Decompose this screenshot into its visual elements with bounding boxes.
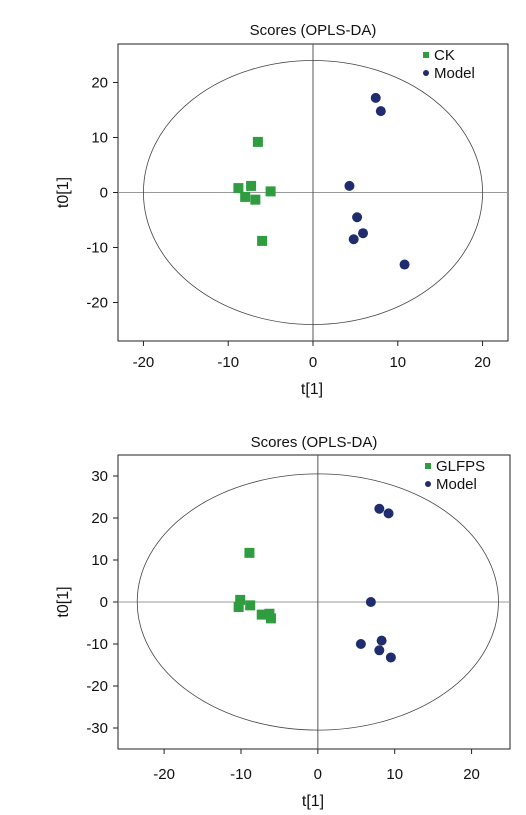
y-tick-label: 0 [100,594,108,611]
data-point-circle [358,228,369,239]
x-tick-label: 10 [386,766,403,783]
y-tick-label: -10 [86,240,108,257]
data-point-circle [344,180,355,191]
x-tick-label: -10 [217,354,239,371]
data-point-circle [376,635,387,646]
x-tick-label: -20 [133,354,155,371]
legend-label: GLFPS [436,458,485,475]
legend-label: Model [436,476,477,493]
data-point-square [265,613,276,624]
data-point-square [246,180,257,191]
legend-label: Model [434,65,475,82]
legend-square-marker [423,52,429,58]
confidence-ellipse [143,60,483,325]
data-point-square [235,594,246,605]
y-tick-label: -20 [86,295,108,312]
x-tick-label: 0 [309,354,317,371]
data-point-circle [383,508,394,519]
y-tick-label: -30 [86,720,108,737]
legend-circle-marker [423,70,429,76]
data-point-circle [375,106,386,117]
y-tick-label: 10 [91,552,108,569]
y-tick-label: -20 [86,678,108,695]
y-tick-label: 10 [91,130,108,147]
data-point-circle [374,503,385,514]
data-point-square [252,136,263,147]
chart-title: Scores (OPLS-DA) [250,22,377,39]
chart-title: Scores (OPLS-DA) [251,434,378,451]
series-circle-points [355,503,396,663]
data-point-circle [370,92,381,103]
legend-circle-marker [425,481,431,487]
series-circle-points [344,92,410,270]
data-point-circle [352,212,363,223]
x-tick-label: -20 [153,766,175,783]
data-point-square [257,235,268,246]
x-tick-label: 20 [474,354,491,371]
y-tick-label: 20 [91,510,108,527]
confidence-ellipse [136,473,499,731]
x-tick-label: 10 [389,354,406,371]
y-tick-label: 30 [91,468,108,485]
y-tick-label: 20 [91,75,108,92]
data-point-circle [365,597,376,607]
data-point-square [250,194,261,205]
x-tick-label: 0 [314,766,322,783]
data-point-square [245,600,256,611]
y-tick-label: -10 [86,636,108,653]
scores-chart-1: Scores (OPLS-DA) -20 -10 0 10 20 -20 -10 0 10 20 t[… [55,22,509,398]
series-square-points [233,547,276,624]
data-point-circle [399,259,410,270]
data-point-circle [385,652,396,663]
legend-label: CK [434,47,455,64]
y-axis-title: t0[1] [55,177,72,208]
data-point-circle [355,639,366,649]
x-tick-label: 20 [463,766,480,783]
y-tick-label: 0 [100,185,108,202]
legend-square-marker [425,463,431,469]
x-tick-label: -10 [230,766,252,783]
data-point-square [244,547,255,558]
data-point-square [233,602,244,613]
data-point-square [265,186,276,197]
data-point-square [256,609,267,620]
y-axis-title: t0[1] [55,586,72,617]
data-point-square [233,183,244,194]
scores-chart-2: Scores (OPLS-DA) -20 -10 0 10 20 -30 -20 -10 0 10 2… [55,434,511,810]
x-axis-title: t[1] [302,793,324,810]
data-point-square [240,191,251,202]
series-square-points [233,136,276,246]
x-axis-title: t[1] [301,381,323,398]
data-point-circle [374,645,385,656]
data-point-circle [348,234,359,245]
